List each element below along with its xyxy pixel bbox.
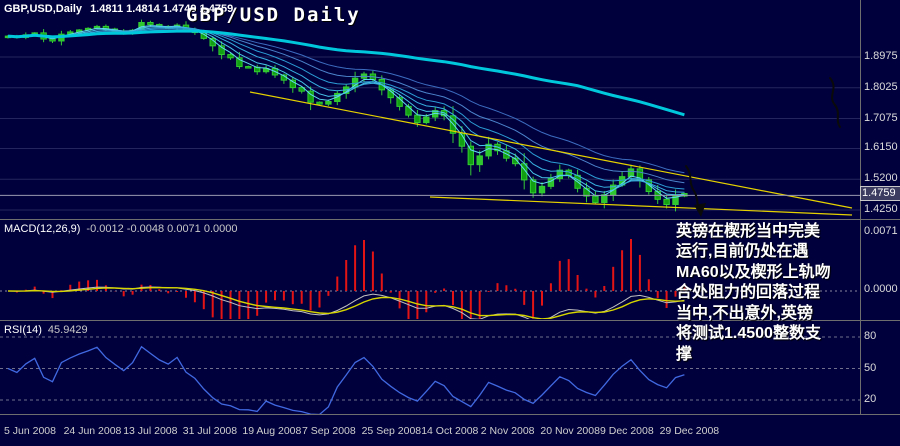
price-tick-label: 1.5200 [864, 172, 898, 185]
price-tick-label: 1.8025 [864, 80, 898, 93]
current-price-badge: 1.4759 [860, 186, 900, 201]
ohlc-quote: 1.4811 1.4814 1.4749 1.4759 [90, 3, 234, 15]
rsi-level-label: 20 [864, 393, 877, 405]
date-label: 25 Sep 2008 [361, 425, 422, 437]
price-axis[interactable]: 1.8975 1.8025 1.7075 1.6150 1.5200 1.4250 0.00… [860, 0, 900, 415]
date-label: 9 Dec 2008 [600, 425, 654, 437]
rsi-indicator-name: RSI(14) [4, 324, 42, 336]
macd-axis-label: 0.0000 [864, 283, 898, 295]
date-label: 14 Oct 2008 [421, 425, 479, 437]
date-label: 29 Dec 2008 [659, 425, 720, 437]
price-tick-label: 1.4250 [864, 202, 898, 215]
date-label: 13 Jul 2008 [123, 425, 178, 437]
macd-indicator-name: MACD(12,26,9) [4, 223, 81, 235]
rsi-indicator-value: 45.9429 [47, 324, 88, 336]
price-tick-label: 1.7075 [864, 111, 898, 124]
rsi-level-label: 80 [864, 330, 877, 342]
symbol-period-label: GBP,USD,Daily [4, 3, 83, 15]
rsi-level-label: 50 [864, 361, 877, 374]
time-axis[interactable]: 5 Jun 2008 24 Jun 2008 13 Jul 2008 31 Jul 2… [0, 415, 900, 446]
macd-axis-label: 0.0071 [864, 225, 898, 237]
date-label: 5 Jun 2008 [4, 425, 56, 437]
date-label: 2 Nov 2008 [480, 425, 535, 437]
analysis-annotation: 英镑在楔形当中完美 运行,目前仍处在遇 MA60以及楔形上轨吻 合处阻力的回落过… [676, 223, 831, 363]
rsi-label-row: RSI(14) 45.9429 [4, 324, 88, 336]
price-tick-label: 1.6150 [864, 141, 898, 154]
macd-label-row: MACD(12,26,9) -0.0012 -0.0048 0.0071 0.00… [4, 223, 238, 235]
date-label: 7 Sep 2008 [302, 425, 356, 437]
macd-indicator-values: -0.0012 -0.0048 0.0071 0.0000 [86, 223, 238, 235]
price-tick-label: 1.8975 [864, 50, 898, 62]
quote-line: GBP,USD,Daily 1.4811 1.4814 1.4749 1.4759 [4, 3, 233, 15]
date-label: 31 Jul 2008 [182, 425, 238, 437]
date-label: 24 Jun 2008 [63, 425, 122, 437]
date-label: 19 Aug 2008 [242, 425, 302, 437]
chart-title: GBP/USD Daily [186, 4, 361, 26]
date-label: 20 Nov 2008 [540, 425, 600, 437]
